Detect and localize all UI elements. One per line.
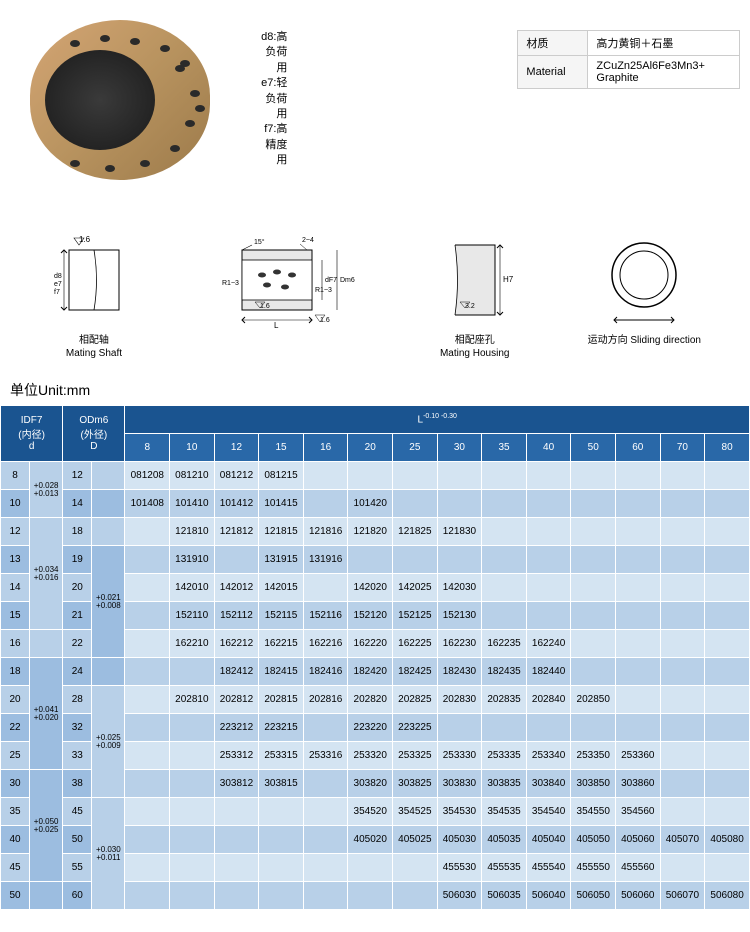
header-L: L-0.10 -0.30 (125, 406, 750, 434)
shaft-label-cn: 相配轴 (79, 335, 109, 346)
header-l-8: 8 (125, 434, 170, 462)
bushing-diagram: 15° 2~4 R1~3 R1~3 L 1.6 1.6 dF7 Dm6 (212, 230, 362, 360)
shaft-label-en: Mating Shaft (66, 348, 122, 359)
tol-f7: f7:高精度用 (260, 122, 287, 168)
material-value-en: ZCuZn25Al6Fe3Mn3+ Graphite (588, 56, 740, 89)
sliding-label-en: Sliding direction (630, 335, 701, 346)
header-l-20: 20 (348, 434, 393, 462)
svg-text:e7: e7 (54, 281, 62, 288)
info-section: d8:高负荷用 e7:轻负荷用 f7:高精度用 材质 高力黄铜＋石墨 Mater… (260, 10, 740, 210)
housing-diagram: H7 3.2 相配座孔 Mating Housing (435, 230, 515, 360)
unit-label: 单位Unit:mm (0, 375, 750, 405)
top-section: d8:高负荷用 e7:轻负荷用 f7:高精度用 材质 高力黄铜＋石墨 Mater… (0, 0, 750, 220)
svg-text:H7: H7 (503, 275, 514, 284)
header-l-16: 16 (303, 434, 348, 462)
svg-text:2~4: 2~4 (302, 237, 314, 244)
product-image (10, 10, 240, 210)
svg-text:dF7: dF7 (325, 277, 337, 284)
svg-text:1.6: 1.6 (320, 317, 330, 324)
shaft-diagram: 1.6 d8 e7 f7 相配轴 Mating Shaft (49, 230, 139, 360)
svg-text:f7: f7 (54, 289, 60, 296)
svg-text:R1~3: R1~3 (315, 287, 332, 294)
header-l-10: 10 (170, 434, 215, 462)
header-l-80: 80 (705, 434, 750, 462)
tol-d8: d8:高负荷用 (260, 30, 287, 76)
tol-e7: e7:轻负荷用 (260, 76, 287, 122)
svg-text:d8: d8 (54, 273, 62, 280)
sliding-label-cn: 运动方向 (588, 335, 628, 346)
header-l-12: 12 (214, 434, 259, 462)
sliding-diagram: 运动方向 Sliding direction (588, 230, 701, 360)
svg-text:Dm6: Dm6 (340, 277, 355, 284)
header-l-70: 70 (660, 434, 705, 462)
material-value-cn: 高力黄铜＋石墨 (588, 31, 740, 56)
header-l-30: 30 (437, 434, 482, 462)
technical-diagrams: 1.6 d8 e7 f7 相配轴 Mating Shaft 15° 2~4 (0, 220, 750, 375)
header-l-60: 60 (616, 434, 661, 462)
material-table: 材质 高力黄铜＋石墨 Material ZCuZn25Al6Fe3Mn3+ Gr… (517, 30, 740, 89)
tolerance-labels: d8:高负荷用 e7:轻负荷用 f7:高精度用 (260, 30, 487, 169)
header-l-25: 25 (393, 434, 438, 462)
material-label-cn: 材质 (518, 31, 588, 56)
header-idf7: IDF7 (内径) d (1, 406, 63, 462)
dimension-table: IDF7 (内径) d ODm6 (外径) D L-0.10 -0.30 810… (0, 405, 750, 910)
header-l-15: 15 (259, 434, 304, 462)
header-odm6: ODm6 (外径) D (63, 406, 125, 462)
svg-text:R1~3: R1~3 (222, 280, 239, 287)
svg-text:L: L (274, 321, 279, 330)
material-label-en: Material (518, 56, 588, 89)
housing-label-en: Mating Housing (440, 348, 509, 359)
housing-label-cn: 相配座孔 (455, 335, 495, 346)
header-l-35: 35 (482, 434, 527, 462)
header-l-50: 50 (571, 434, 616, 462)
svg-text:15°: 15° (254, 238, 265, 246)
header-l-40: 40 (526, 434, 571, 462)
